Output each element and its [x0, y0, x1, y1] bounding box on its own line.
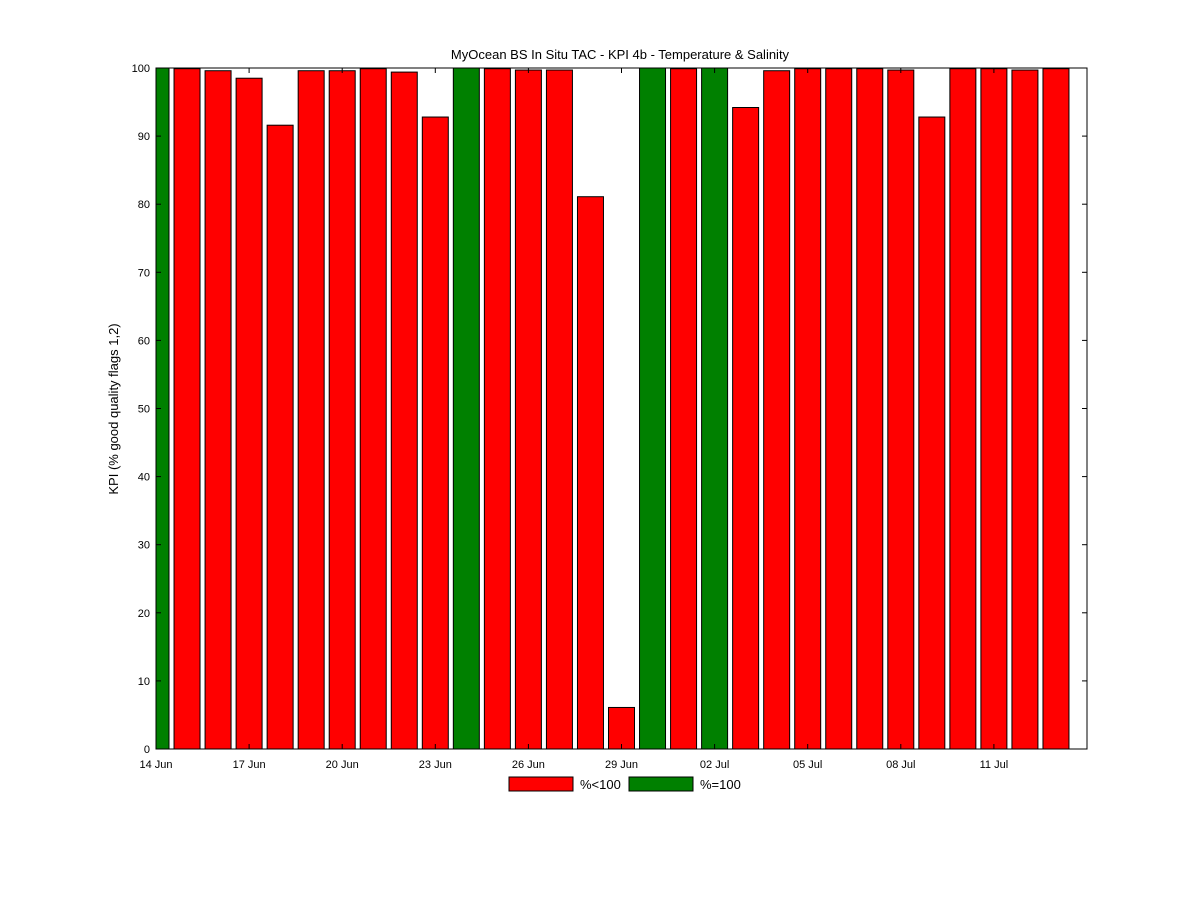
- bar-04-jul: [763, 70, 791, 749]
- plot-frame: [155, 67, 1088, 750]
- bar-08-jul: [887, 69, 915, 749]
- y-tick-label: 40: [138, 472, 150, 484]
- bar-29-jun: [608, 706, 635, 749]
- bar-09-jul: [918, 116, 946, 749]
- x-tick-label: 20 Jun: [326, 759, 359, 771]
- bar-12-jul: [1011, 69, 1039, 749]
- bar-10-jul: [949, 68, 977, 749]
- bar-23-jun: [421, 116, 449, 749]
- y-tick-label: 60: [138, 335, 150, 347]
- bar-01-jul: [670, 68, 698, 749]
- x-tick-label: 02 Jul: [700, 759, 729, 771]
- y-tick-label: 80: [138, 199, 150, 211]
- bar-03-jul: [732, 107, 760, 749]
- bar-07-jul: [856, 68, 884, 749]
- legend-swatch-eq100: [628, 776, 694, 792]
- bar-06-jul: [825, 68, 853, 749]
- x-tick-label: 23 Jun: [419, 759, 452, 771]
- x-tick-label: 14 Jun: [139, 759, 172, 771]
- x-tick-label: 26 Jun: [512, 759, 545, 771]
- bar-26-jun: [514, 69, 542, 749]
- bars-group: [156, 67, 1070, 749]
- bar-15-jun: [173, 68, 201, 749]
- bar-14-jun: [156, 67, 170, 749]
- bar-17-jun: [235, 77, 263, 749]
- y-tick-label: 50: [138, 404, 150, 416]
- legend-swatch-lt100: [508, 776, 574, 792]
- bar-20-jun: [328, 70, 356, 749]
- bar-19-jun: [297, 70, 325, 749]
- legend: %<100 %=100: [508, 776, 741, 792]
- y-tick-label: 20: [138, 608, 150, 620]
- plot-area: 0 10 20 30 40 50 60 70 80 90 100 14 Jun 17 Jun 20 Jun…: [132, 63, 1088, 771]
- x-tick-label: 29 Jun: [605, 759, 638, 771]
- y-tick-label: 0: [144, 744, 150, 756]
- bar-16-jun: [204, 70, 232, 749]
- bar-25-jun: [483, 68, 511, 749]
- x-tick-label: 11 Jul: [980, 759, 1009, 771]
- bar-11-jul: [980, 68, 1008, 749]
- legend-label-lt100: %<100: [580, 777, 621, 792]
- x-tick-label: 08 Jul: [886, 759, 915, 771]
- y-tick-label: 90: [138, 131, 150, 143]
- bar-13-jul: [1042, 68, 1070, 749]
- y-axis-label: KPI (% good quality flags 1,2): [106, 323, 121, 494]
- y-tick-label: 70: [138, 267, 150, 279]
- bar-28-jun: [576, 196, 604, 749]
- bar-22-jun: [390, 71, 418, 749]
- bar-30-jun: [639, 67, 667, 749]
- x-tick-label: 17 Jun: [233, 759, 266, 771]
- y-tick-label: 30: [138, 540, 150, 552]
- bar-21-jun: [359, 68, 387, 749]
- chart-title: MyOcean BS In Situ TAC - KPI 4b - Temper…: [451, 47, 790, 62]
- bar-27-jun: [545, 69, 573, 749]
- legend-label-eq100: %=100: [700, 777, 741, 792]
- bar-02-jul: [701, 67, 729, 749]
- x-tick-label: 05 Jul: [793, 759, 822, 771]
- y-tick-label: 100: [132, 63, 150, 75]
- bar-18-jun: [266, 124, 294, 749]
- y-tick-label: 10: [138, 676, 150, 688]
- bar-05-jul: [794, 68, 822, 749]
- bar-24-jun: [452, 67, 480, 749]
